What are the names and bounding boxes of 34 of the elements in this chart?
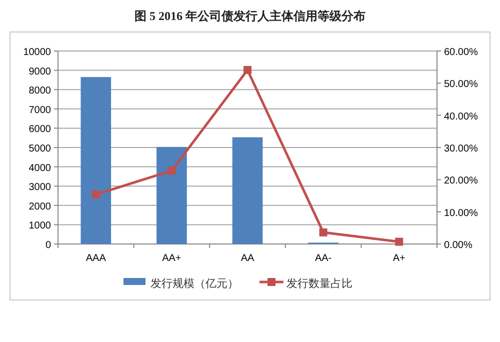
y-tick-label: 7000	[28, 104, 52, 116]
point	[92, 190, 100, 198]
y2-tick-label: 40.00%	[444, 111, 478, 122]
y2-tick-label: 10.00%	[444, 208, 478, 219]
y-tick-label: 4000	[28, 162, 52, 174]
y-tick-label: 0	[45, 240, 52, 251]
point	[395, 238, 404, 246]
y-tick-label: 2000	[28, 201, 52, 212]
point	[244, 66, 252, 74]
y-tick-label: 1000	[28, 220, 52, 232]
point	[168, 166, 176, 175]
x-tick-label: A+	[392, 253, 406, 264]
chart-title: 图 5 2016 年公司债发行人主体信用等级分布	[134, 9, 366, 23]
y-tick-label: 3000	[28, 182, 52, 194]
legend-label: 发行数量占比	[286, 277, 352, 290]
y2-tick-label: 0.00%	[444, 240, 472, 251]
x-tick-label: AA+	[162, 253, 182, 264]
legend-label: 发行规模（亿元）	[150, 278, 238, 290]
bar	[232, 137, 263, 244]
bar	[80, 77, 112, 244]
x-tick-label: AA	[240, 253, 254, 264]
y-tick-label: 5000	[28, 144, 52, 154]
y-tick-label: 8000	[28, 86, 52, 97]
bar	[156, 146, 187, 244]
y2-tick-label: 50.00%	[444, 79, 478, 90]
y2-tick-label: 60.00%	[444, 47, 478, 58]
x-tick-label: AA-	[314, 253, 332, 264]
y2-tick-label: 20.00%	[444, 176, 478, 187]
y-tick-label: 10000	[23, 47, 52, 58]
x-tick-label: AAA	[86, 253, 106, 264]
y-tick-label: 9000	[28, 66, 52, 78]
y2-tick-label: 30.00%	[444, 144, 478, 154]
point	[319, 228, 328, 236]
y-tick-label: 6000	[28, 124, 52, 136]
